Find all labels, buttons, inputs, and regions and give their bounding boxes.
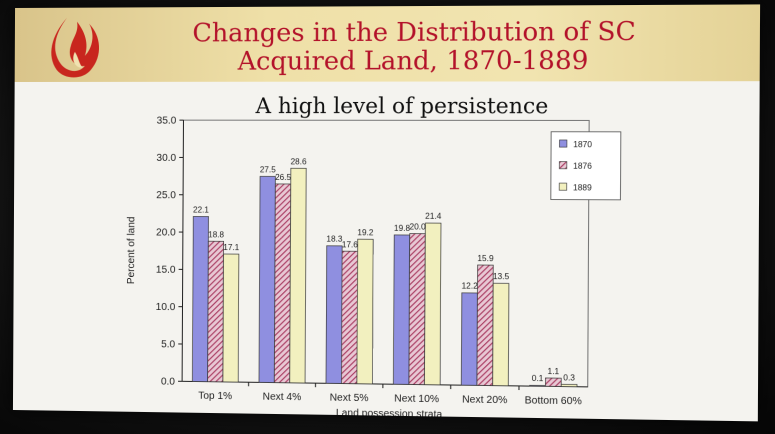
bar-1876 — [341, 251, 357, 384]
x-tick-label: Next 20% — [462, 394, 507, 406]
data-label: 19.2 — [357, 228, 374, 237]
bar-1876 — [274, 184, 290, 383]
y-tick-label: 15.0 — [156, 265, 176, 276]
bar-1876 — [208, 241, 224, 382]
y-tick-label: 30.0 — [156, 153, 176, 164]
legend-label-1870: 1870 — [573, 140, 592, 149]
bar-1870 — [393, 235, 409, 385]
legend-swatch-1889 — [559, 183, 566, 190]
y-tick-label: 5.0 — [161, 339, 176, 350]
data-label: 21.4 — [425, 212, 442, 221]
data-label: 1.1 — [548, 367, 560, 376]
bar-1889 — [561, 384, 577, 386]
data-label: 17.1 — [223, 243, 239, 252]
data-label: 0.1 — [532, 374, 544, 383]
bar-1889 — [223, 254, 239, 382]
legend-label-1876: 1876 — [573, 162, 592, 171]
x-axis-line — [182, 381, 588, 387]
data-label: 13.5 — [493, 272, 510, 281]
x-tick-label: Next 4% — [263, 392, 302, 404]
y-tick-label: 20.0 — [156, 227, 176, 238]
bar-1889 — [493, 283, 509, 386]
x-tick-label: Top 1% — [198, 391, 232, 403]
bar-1889 — [290, 168, 307, 383]
data-label: 0.3 — [563, 373, 575, 382]
data-label: 18.3 — [326, 235, 343, 244]
x-tick-label: Next 10% — [394, 393, 439, 405]
bar-1870 — [461, 293, 477, 386]
bar-1889 — [425, 223, 441, 385]
y-axis-label: Percent of land — [126, 217, 137, 285]
legend-swatch-1870 — [559, 140, 566, 147]
data-label: 15.9 — [477, 254, 494, 263]
plot-area — [182, 120, 589, 387]
data-label: 18.8 — [208, 230, 224, 239]
bar-1870 — [326, 246, 342, 384]
y-axis-line — [182, 120, 183, 381]
slide: Changes in the Distribution of SC Acquir… — [13, 4, 760, 421]
legend-swatch-1876 — [559, 162, 566, 169]
bar-1876 — [477, 265, 493, 386]
data-label: 26.5 — [275, 173, 292, 182]
data-label: 28.6 — [291, 157, 308, 166]
legend-label-1889: 1889 — [573, 183, 592, 192]
bar-1876 — [409, 234, 425, 385]
y-tick-label: 10.0 — [156, 302, 176, 313]
data-label: 22.1 — [193, 205, 209, 214]
x-tick-label: Bottom 60% — [525, 395, 582, 407]
data-label: 19.8 — [394, 224, 411, 233]
x-tick-label: Next 5% — [330, 392, 369, 404]
bar-1889 — [357, 239, 373, 384]
y-tick-label: 25.0 — [156, 190, 176, 201]
bar-chart: 0.0 5.0 10.0 15.0 20.0 25.0 30.0 35.0 Percent of… — [13, 4, 760, 421]
bar-1870 — [259, 176, 275, 382]
data-label: 27.5 — [260, 165, 277, 174]
y-tick-label: 0.0 — [161, 376, 176, 387]
y-tick-label: 35.0 — [157, 116, 177, 127]
bar-1870 — [192, 216, 208, 381]
bar-1870 — [530, 385, 546, 386]
data-label: 17.6 — [342, 240, 359, 249]
data-label: 20.0 — [409, 222, 426, 231]
bar-1876 — [545, 378, 561, 387]
data-label: 12.2 — [462, 282, 479, 291]
